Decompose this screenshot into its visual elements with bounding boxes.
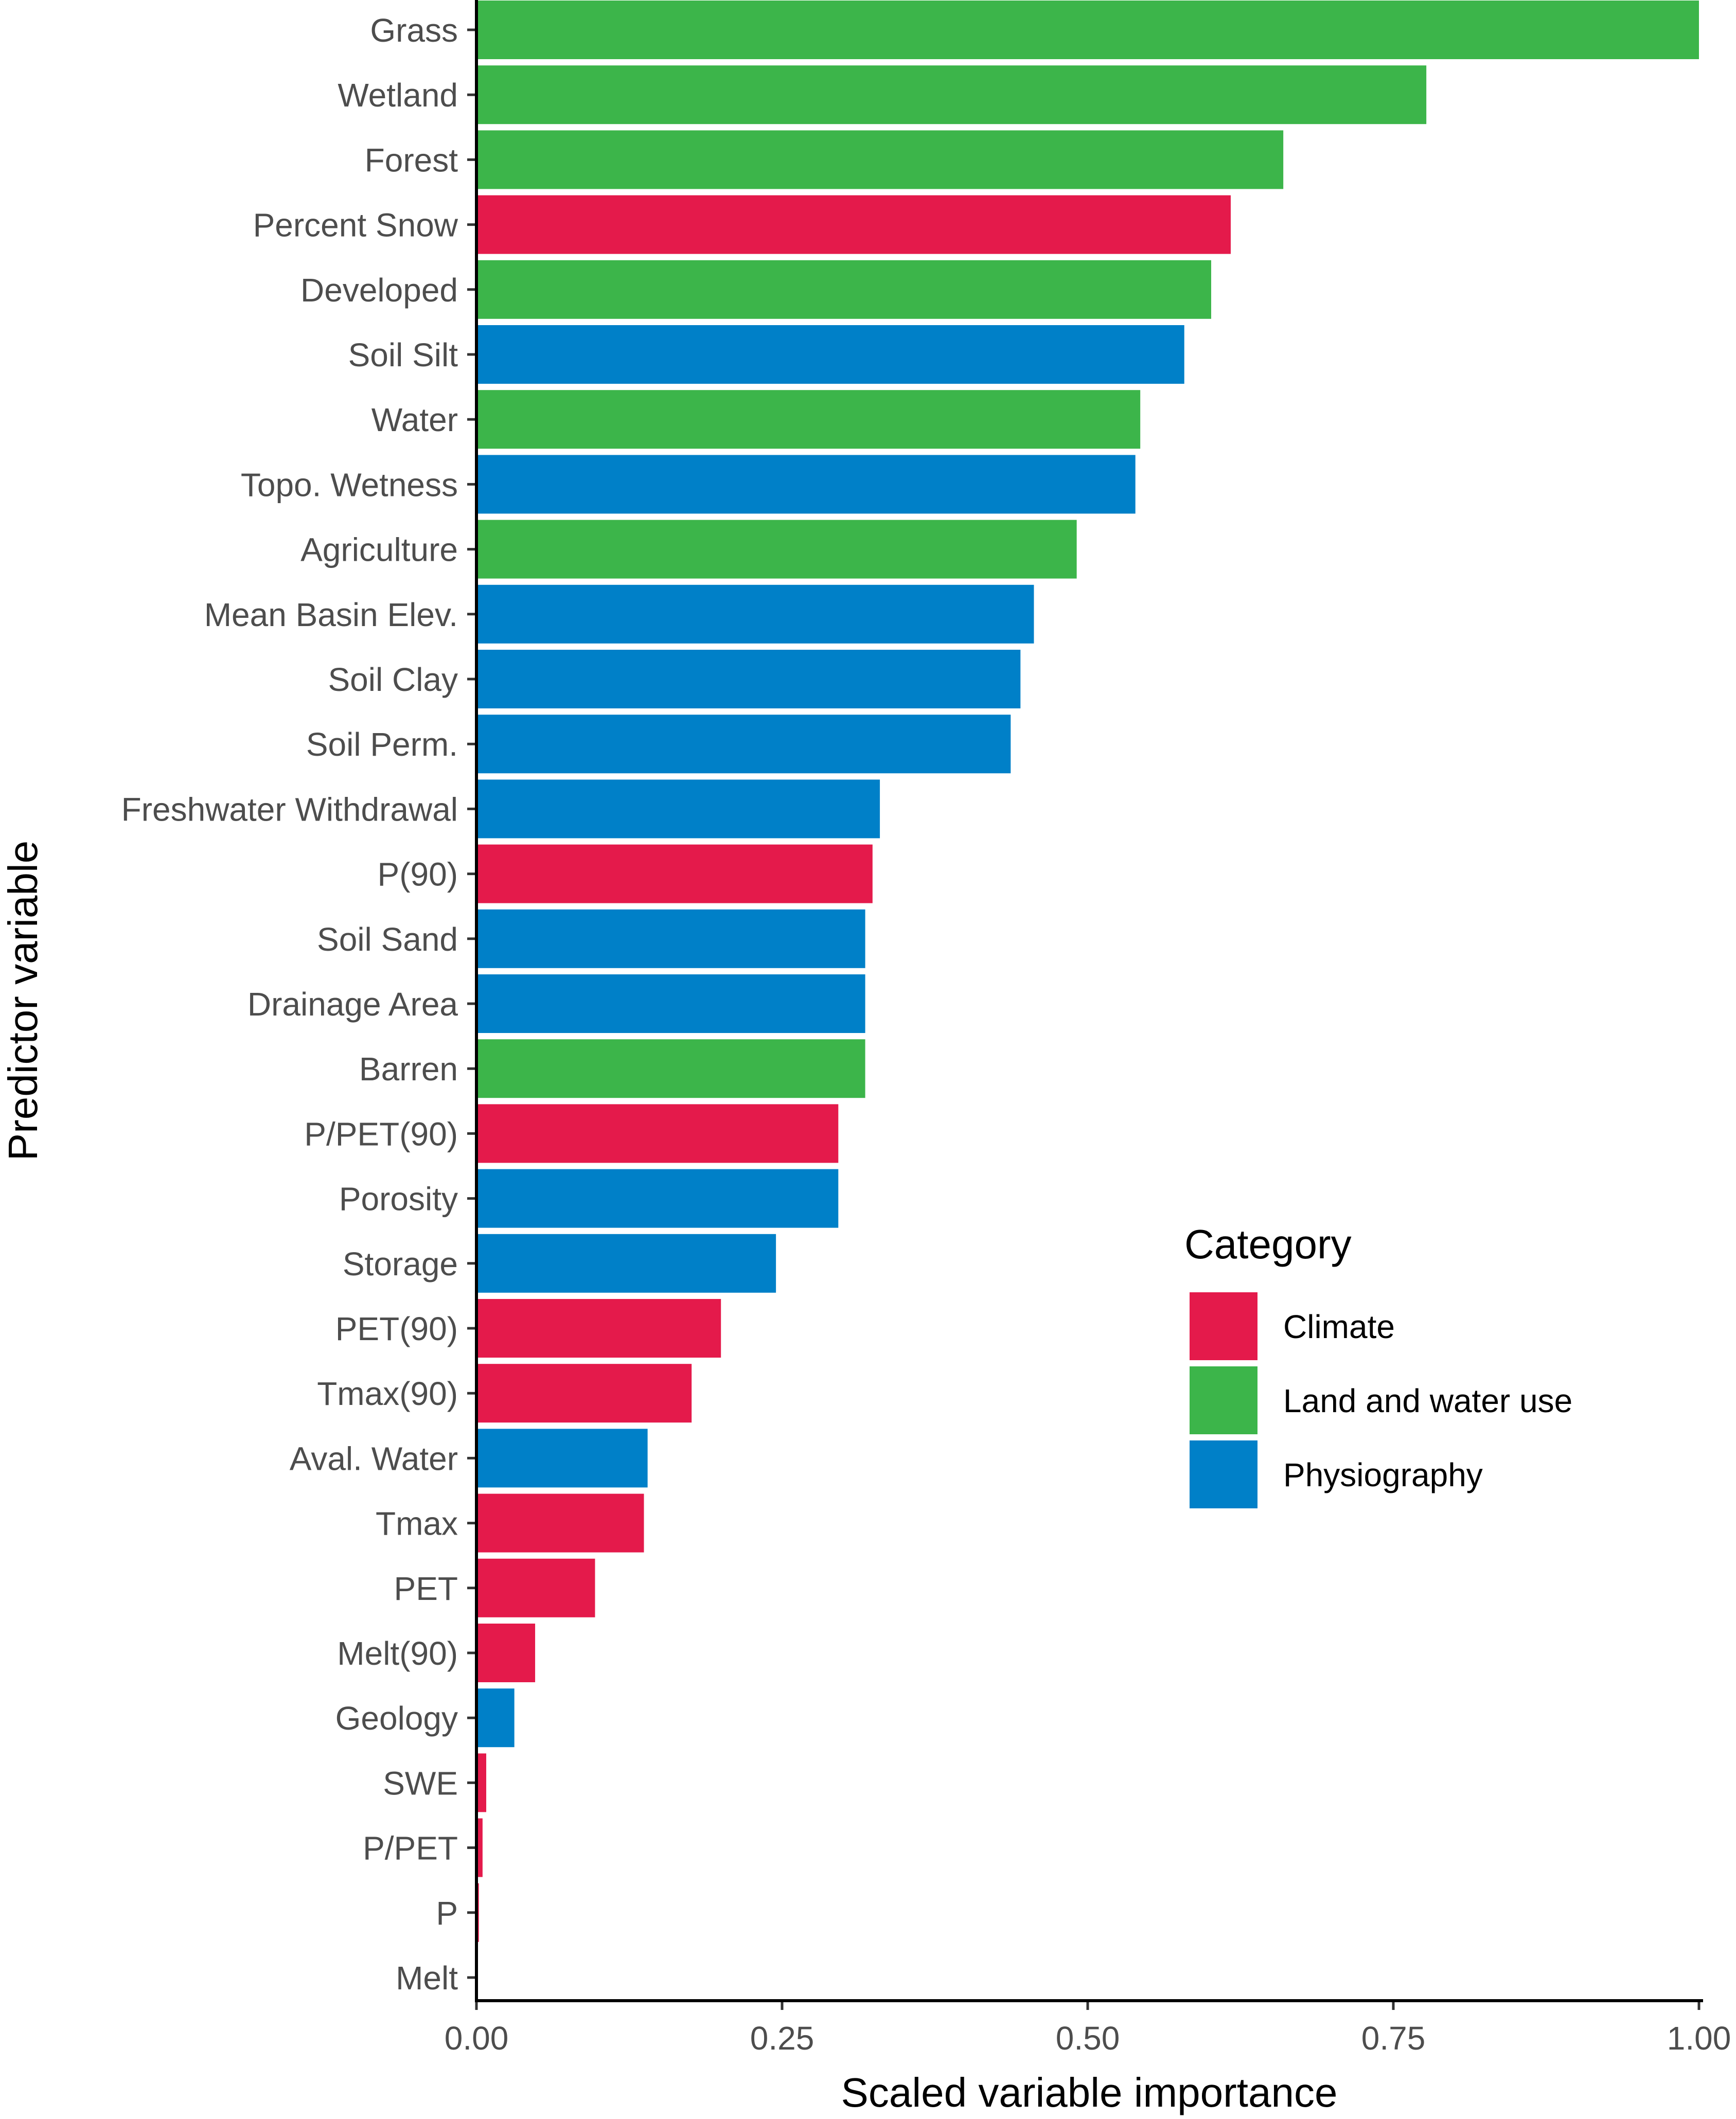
bar-geology [476, 1688, 515, 1748]
y-tick-label-aval-water: Aval. Water [290, 1440, 458, 1477]
y-tick-label-swe: SWE [383, 1765, 458, 1802]
y-tick-label-storage: Storage [343, 1245, 458, 1283]
y-tick-label-pet: PET [394, 1570, 458, 1607]
legend-label-climate: Climate [1283, 1308, 1395, 1345]
bar-barren [476, 1039, 865, 1098]
bar-soil-sand [476, 909, 865, 968]
y-tick-label-topo-wetness: Topo. Wetness [241, 466, 458, 503]
bar-drainage-area [476, 974, 865, 1033]
bar-swe [476, 1753, 487, 1812]
y-tick-label-soil-clay: Soil Clay [328, 661, 458, 698]
legend: Category Climate Land and water use Physio… [1184, 1221, 1572, 1508]
y-tick-label-agriculture: Agriculture [300, 531, 458, 568]
y-tick-label-freshwater-withdrawal: Freshwater Withdrawal [121, 791, 458, 828]
legend-title: Category [1184, 1221, 1352, 1267]
y-tick-label-drainage-area: Drainage Area [247, 986, 458, 1023]
bar-pet [476, 1558, 595, 1617]
y-tick-label-porosity: Porosity [339, 1181, 458, 1218]
y-tick-label-grass: Grass [370, 12, 458, 49]
y-tick-label-p-pet-90: P/PET(90) [304, 1115, 458, 1152]
legend-swatch-physiography [1190, 1440, 1257, 1508]
legend-swatch-climate [1190, 1292, 1257, 1360]
bar-percent-snow [476, 195, 1231, 254]
bar-soil-silt [476, 325, 1184, 384]
bar-forest [476, 130, 1284, 189]
y-tick-label-p-90: P(90) [378, 856, 458, 893]
x-tick-label: 0.25 [750, 2020, 814, 2057]
y-tick-label-forest: Forest [365, 141, 458, 179]
bar-developed [476, 260, 1211, 319]
legend-swatch-land-and-water-use [1190, 1366, 1257, 1434]
y-tick-label-soil-perm: Soil Perm. [306, 726, 458, 763]
y-tick-label-wetland: Wetland [338, 77, 458, 114]
y-tick-label-water: Water [371, 401, 458, 438]
y-tick-label-tmax-90: Tmax(90) [317, 1375, 458, 1412]
legend-label-land-and-water-use: Land and water use [1283, 1382, 1572, 1419]
bars-layer [476, 1, 1699, 1942]
bar-water [476, 390, 1141, 449]
y-tick-label-soil-silt: Soil Silt [348, 336, 458, 373]
bar-soil-clay [476, 650, 1021, 708]
bar-melt-90 [476, 1624, 536, 1682]
bar-agriculture [476, 520, 1077, 579]
bar-grass [476, 1, 1699, 59]
y-tick-label-melt-90: Melt(90) [337, 1635, 458, 1672]
y-tick-label-tmax: Tmax [376, 1505, 458, 1542]
y-tick-label-barren: Barren [359, 1050, 458, 1088]
bar-tmax [476, 1493, 644, 1553]
bar-p-pet-90 [476, 1104, 839, 1163]
bar-p-pet [476, 1818, 483, 1877]
bar-porosity [476, 1169, 839, 1228]
bar-topo-wetness [476, 455, 1136, 514]
y-tick-label-percent-snow: Percent Snow [253, 207, 458, 244]
bar-tmax-90 [476, 1364, 692, 1423]
y-tick-label-geology: Geology [335, 1700, 458, 1737]
y-axis-ticks: Grass Wetland Forest Percent Snow Developed S… [121, 12, 476, 1997]
y-tick-label-p-pet: P/PET [363, 1830, 458, 1867]
bar-p-90 [476, 844, 873, 903]
y-tick-label-pet-90: PET(90) [335, 1310, 458, 1347]
x-tick-label: 0.00 [445, 2020, 509, 2057]
x-tick-label: 1.00 [1667, 2020, 1731, 2057]
y-tick-label-soil-sand: Soil Sand [317, 921, 458, 958]
x-tick-label: 0.50 [1056, 2020, 1120, 2057]
x-axis-title: Scaled variable importance [841, 2070, 1338, 2115]
y-tick-label-melt: Melt [396, 1960, 458, 1997]
legend-label-physiography: Physiography [1283, 1456, 1483, 1493]
bar-mean-basin-elev [476, 584, 1034, 644]
bar-freshwater-withdrawal [476, 779, 880, 839]
bar-wetland [476, 65, 1427, 124]
y-axis-title: Predictor variable [0, 841, 46, 1161]
y-tick-label-p: P [436, 1895, 458, 1932]
bar-storage [476, 1234, 776, 1293]
bar-pet-90 [476, 1299, 721, 1358]
y-tick-label-developed: Developed [300, 272, 458, 309]
y-tick-label-mean-basin-elev: Mean Basin Elev. [204, 596, 458, 633]
x-axis-ticks: 0.00 0.25 0.50 0.75 1.00 [445, 2001, 1731, 2057]
bar-aval-water [476, 1429, 648, 1488]
bar-soil-perm [476, 715, 1011, 774]
x-tick-label: 0.75 [1361, 2020, 1426, 2057]
